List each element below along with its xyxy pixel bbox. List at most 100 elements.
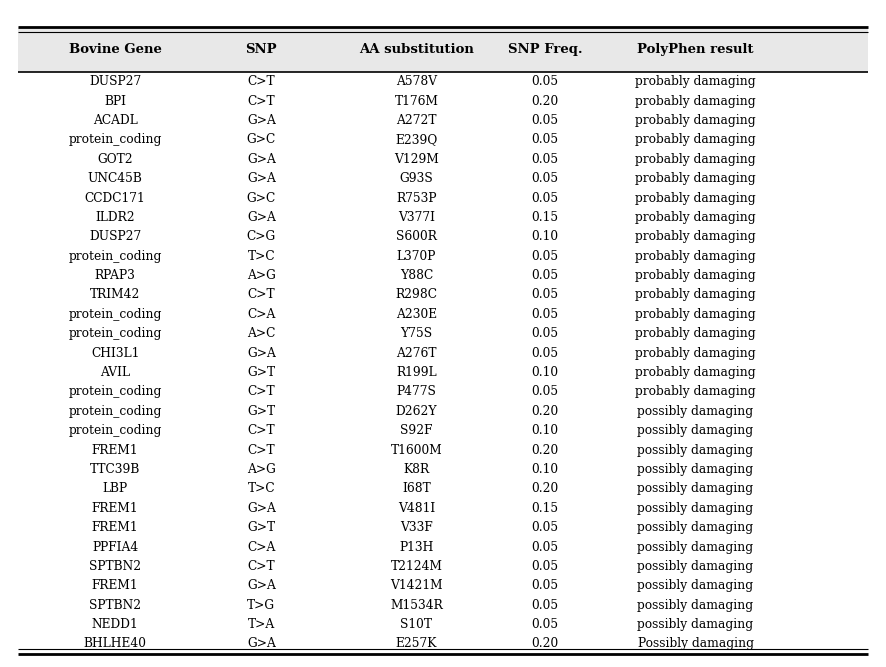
Text: RPAP3: RPAP3: [95, 269, 136, 282]
Text: possibly damaging: possibly damaging: [637, 560, 754, 573]
Text: R199L: R199L: [396, 366, 437, 379]
Text: G>C: G>C: [246, 133, 276, 146]
Text: protein_coding: protein_coding: [68, 249, 162, 263]
Text: T2124M: T2124M: [391, 560, 442, 573]
Text: C>T: C>T: [247, 424, 276, 437]
Text: possibly damaging: possibly damaging: [637, 599, 754, 612]
Text: UNC45B: UNC45B: [88, 172, 143, 185]
Text: T>C: T>C: [247, 482, 276, 496]
Text: V33F: V33F: [400, 521, 432, 534]
Text: NEDD1: NEDD1: [92, 618, 138, 631]
Text: probably damaging: probably damaging: [635, 230, 756, 243]
Text: probably damaging: probably damaging: [635, 308, 756, 321]
Text: SNP: SNP: [245, 43, 277, 56]
Text: C>T: C>T: [247, 386, 276, 398]
Text: protein_coding: protein_coding: [68, 308, 162, 321]
Text: FREM1: FREM1: [92, 580, 138, 592]
Text: probably damaging: probably damaging: [635, 191, 756, 205]
Text: 0.05: 0.05: [532, 599, 558, 612]
Text: 0.20: 0.20: [532, 444, 558, 457]
Text: 0.10: 0.10: [532, 463, 558, 476]
Text: 0.15: 0.15: [532, 502, 558, 515]
Text: C>A: C>A: [247, 540, 276, 554]
Text: Y88C: Y88C: [400, 269, 433, 282]
Text: PolyPhen result: PolyPhen result: [637, 43, 754, 56]
Text: C>T: C>T: [247, 289, 276, 301]
Text: 0.05: 0.05: [532, 289, 558, 301]
Text: C>T: C>T: [247, 444, 276, 457]
Text: possibly damaging: possibly damaging: [637, 540, 754, 554]
Text: E257K: E257K: [396, 638, 437, 650]
Text: I68T: I68T: [402, 482, 431, 496]
Text: G>A: G>A: [247, 580, 276, 592]
Text: T176M: T176M: [394, 95, 439, 107]
Text: 0.05: 0.05: [532, 249, 558, 263]
Text: T>A: T>A: [248, 618, 275, 631]
Text: D262Y: D262Y: [396, 405, 437, 418]
Text: G>A: G>A: [247, 114, 276, 127]
Text: possibly damaging: possibly damaging: [637, 444, 754, 457]
Text: AA substitution: AA substitution: [359, 43, 474, 56]
Text: probably damaging: probably damaging: [635, 95, 756, 107]
Text: probably damaging: probably damaging: [635, 347, 756, 360]
Text: L370P: L370P: [397, 249, 436, 263]
Text: Bovine Gene: Bovine Gene: [69, 43, 161, 56]
Text: A272T: A272T: [396, 114, 437, 127]
Text: probably damaging: probably damaging: [635, 153, 756, 166]
Text: G>A: G>A: [247, 347, 276, 360]
Text: V481I: V481I: [398, 502, 435, 515]
Text: possibly damaging: possibly damaging: [637, 463, 754, 476]
Text: GOT2: GOT2: [97, 153, 133, 166]
Text: S10T: S10T: [400, 618, 432, 631]
Text: probably damaging: probably damaging: [635, 75, 756, 88]
Text: AVIL: AVIL: [100, 366, 130, 379]
Text: LBP: LBP: [103, 482, 128, 496]
Text: C>G: C>G: [246, 230, 276, 243]
Text: SNP Freq.: SNP Freq.: [508, 43, 582, 56]
Text: possibly damaging: possibly damaging: [637, 424, 754, 437]
Text: G>T: G>T: [247, 521, 276, 534]
Text: R298C: R298C: [395, 289, 438, 301]
Text: V129M: V129M: [394, 153, 439, 166]
Text: 0.05: 0.05: [532, 133, 558, 146]
Text: M1534R: M1534R: [390, 599, 443, 612]
Text: S92F: S92F: [400, 424, 432, 437]
Text: DUSP27: DUSP27: [89, 75, 141, 88]
Text: probably damaging: probably damaging: [635, 211, 756, 224]
Text: PPFIA4: PPFIA4: [92, 540, 138, 554]
Text: 0.10: 0.10: [532, 366, 558, 379]
Text: 0.20: 0.20: [532, 638, 558, 650]
Text: A276T: A276T: [396, 347, 437, 360]
Text: possibly damaging: possibly damaging: [637, 521, 754, 534]
Text: G>T: G>T: [247, 366, 276, 379]
Text: 0.05: 0.05: [532, 308, 558, 321]
Text: 0.05: 0.05: [532, 347, 558, 360]
Text: Possibly damaging: Possibly damaging: [638, 638, 753, 650]
Text: K8R: K8R: [403, 463, 430, 476]
Text: P13H: P13H: [400, 540, 433, 554]
Text: 0.05: 0.05: [532, 114, 558, 127]
Text: G>C: G>C: [246, 191, 276, 205]
Text: G>A: G>A: [247, 153, 276, 166]
Text: T1600M: T1600M: [391, 444, 442, 457]
Text: 0.10: 0.10: [532, 424, 558, 437]
Text: SPTBN2: SPTBN2: [89, 599, 141, 612]
Text: G>A: G>A: [247, 638, 276, 650]
Text: DUSP27: DUSP27: [89, 230, 141, 243]
Text: A578V: A578V: [396, 75, 437, 88]
Text: 0.05: 0.05: [532, 540, 558, 554]
Text: TTC39B: TTC39B: [90, 463, 140, 476]
Text: R753P: R753P: [396, 191, 437, 205]
Text: Y75S: Y75S: [400, 327, 432, 340]
Text: possibly damaging: possibly damaging: [637, 580, 754, 592]
Text: G>A: G>A: [247, 211, 276, 224]
Text: 0.05: 0.05: [532, 172, 558, 185]
Text: 0.05: 0.05: [532, 191, 558, 205]
Text: 0.20: 0.20: [532, 405, 558, 418]
Text: G>A: G>A: [247, 502, 276, 515]
Text: G93S: G93S: [400, 172, 433, 185]
Text: V377I: V377I: [398, 211, 435, 224]
Text: 0.15: 0.15: [532, 211, 558, 224]
Text: probably damaging: probably damaging: [635, 366, 756, 379]
Text: CHI3L1: CHI3L1: [91, 347, 139, 360]
